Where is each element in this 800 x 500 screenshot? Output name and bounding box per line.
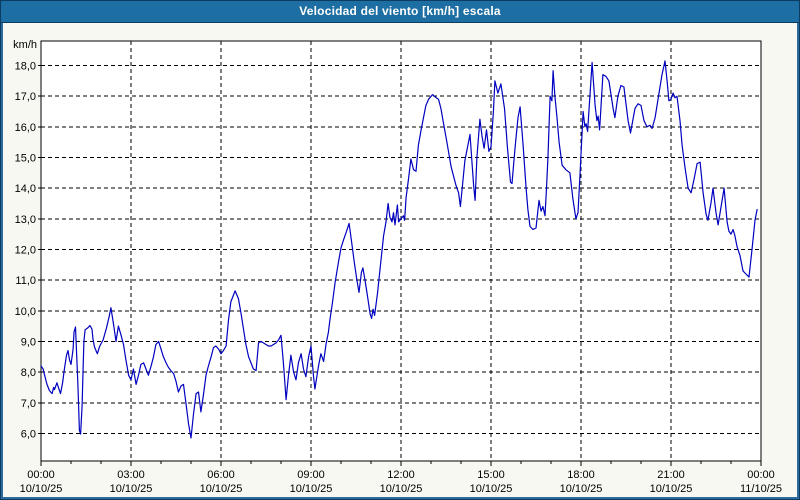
x-tick-date-label: 10/10/25	[20, 483, 63, 495]
wind-speed-series-line	[40, 60, 758, 439]
x-tick-time-label: 21:00	[657, 469, 685, 481]
x-tick-time-label: 03:00	[117, 469, 145, 481]
window-title-bar: Velocidad del viento [km/h] escala	[1, 1, 799, 23]
y-tick-label: 6,0	[21, 428, 36, 440]
x-tick-date-label: 10/10/25	[650, 483, 693, 495]
plot-border	[40, 40, 762, 462]
y-tick-label: 16,0	[15, 122, 36, 134]
y-tick-label: 10,0	[15, 306, 36, 318]
x-tick-date-label: 10/10/25	[560, 483, 603, 495]
x-tick-time-label: 09:00	[297, 469, 325, 481]
x-tick-time-label: 00:00	[747, 469, 775, 481]
x-tick-date-label: 10/10/25	[200, 483, 243, 495]
x-tick-time-label: 15:00	[477, 469, 505, 481]
y-tick-label: 13,0	[15, 214, 36, 226]
y-tick-label: 14,0	[15, 183, 36, 195]
y-tick-label: 9,0	[21, 336, 36, 348]
x-tick-time-label: 06:00	[207, 469, 235, 481]
y-axis-unit-label: km/h	[13, 39, 37, 51]
x-tick-time-label: 18:00	[567, 469, 595, 481]
y-tick-label: 18,0	[15, 61, 36, 73]
x-tick-time-label: 12:00	[387, 469, 415, 481]
y-tick-label: 7,0	[21, 398, 36, 410]
x-tick-date-label: 11/10/25	[740, 483, 782, 495]
x-tick-date-label: 10/10/25	[290, 483, 333, 495]
y-tick-label: 17,0	[15, 91, 36, 103]
y-tick-label: 8,0	[21, 367, 36, 379]
x-tick-time-label: 00:00	[27, 469, 55, 481]
x-tick-date-label: 10/10/25	[380, 483, 423, 495]
y-tick-label: 15,0	[15, 152, 36, 164]
x-tick-date-label: 10/10/25	[110, 483, 153, 495]
y-tick-label: 12,0	[15, 244, 36, 256]
y-tick-label: 11,0	[15, 275, 36, 287]
x-tick-date-label: 10/10/25	[470, 483, 513, 495]
